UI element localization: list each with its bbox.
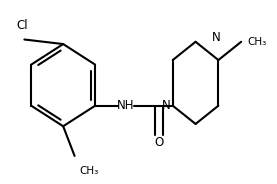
Text: O: O: [154, 136, 164, 149]
Text: N: N: [212, 31, 220, 44]
Text: NH: NH: [117, 99, 135, 112]
Text: N: N: [162, 99, 171, 112]
Text: Cl: Cl: [16, 19, 28, 32]
Text: CH₃: CH₃: [79, 166, 98, 176]
Text: CH₃: CH₃: [247, 37, 266, 47]
